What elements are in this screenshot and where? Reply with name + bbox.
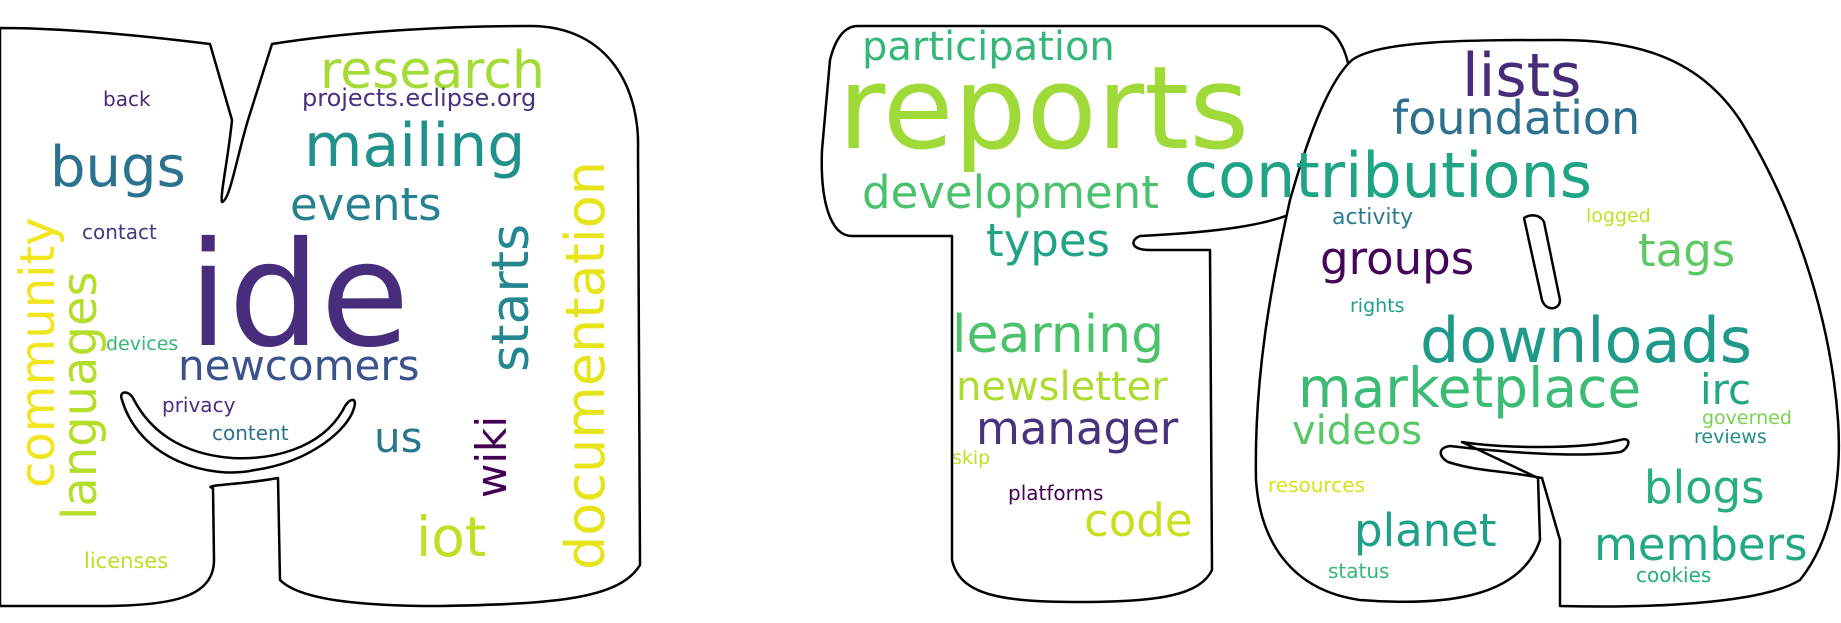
word-privacy: privacy — [162, 393, 236, 417]
word-us: us — [374, 413, 423, 462]
word-marketplace: marketplace — [1298, 356, 1641, 420]
word-governed: governed — [1702, 407, 1792, 429]
word-foundation: foundation — [1392, 91, 1640, 145]
word-planet: planet — [1354, 504, 1497, 557]
word-activity: activity — [1332, 205, 1413, 230]
word-contact: contact — [82, 220, 157, 244]
word-learning: learning — [952, 305, 1164, 365]
word-members: members — [1594, 518, 1808, 571]
word-ide: ide — [188, 211, 410, 380]
word-rights: rights — [1350, 295, 1405, 317]
word-wiki: wiki — [467, 416, 516, 498]
word-groups: groups — [1320, 232, 1474, 285]
word-videos: videos — [1292, 408, 1422, 454]
word-manager: manager — [976, 402, 1179, 455]
word-devices: devices — [106, 333, 178, 355]
word-community: community — [10, 217, 66, 488]
word-projects-eclipse-org: projects.eclipse.org — [302, 84, 536, 112]
word-downloads: downloads — [1420, 304, 1752, 377]
word-documentation: documentation — [554, 161, 617, 570]
word-skip: skip — [952, 447, 990, 469]
word-development: development — [862, 166, 1159, 219]
word-research: research — [320, 41, 545, 101]
word-status: status — [1328, 559, 1389, 583]
word-languages: languages — [52, 272, 108, 520]
word-cookies: cookies — [1636, 563, 1711, 587]
word-blogs: blogs — [1644, 461, 1765, 514]
word-contributions: contributions — [1184, 139, 1592, 212]
word-content: content — [212, 421, 289, 445]
word-platforms: platforms — [1008, 481, 1103, 505]
word-types: types — [986, 214, 1110, 267]
word-newcomers: newcomers — [178, 341, 420, 390]
word-back: back — [103, 87, 151, 111]
word-tags: tags — [1638, 224, 1735, 277]
word-newsletter: newsletter — [956, 364, 1168, 410]
word-irc: irc — [1700, 365, 1751, 414]
word-reviews: reviews — [1694, 426, 1767, 448]
word-participation: participation — [862, 24, 1115, 70]
outline-bowl — [119, 391, 357, 474]
word-events: events — [290, 178, 442, 231]
word-reports: reports — [838, 42, 1249, 176]
word-code: code — [1084, 494, 1193, 547]
outline-a-slit — [1522, 214, 1562, 310]
word-logged: logged — [1586, 205, 1651, 227]
outline-a-glyph — [1254, 38, 1841, 608]
word-resources: resources — [1268, 473, 1365, 497]
word-lists: lists — [1462, 41, 1581, 111]
word-mailing: mailing — [304, 111, 525, 181]
word-licenses: licenses — [84, 549, 168, 573]
outline-left-glyph — [0, 24, 642, 608]
shape-outlines — [0, 24, 1841, 608]
word-bugs: bugs — [50, 135, 186, 200]
word-starts: starts — [481, 224, 541, 372]
word-iot: iot — [416, 505, 487, 569]
